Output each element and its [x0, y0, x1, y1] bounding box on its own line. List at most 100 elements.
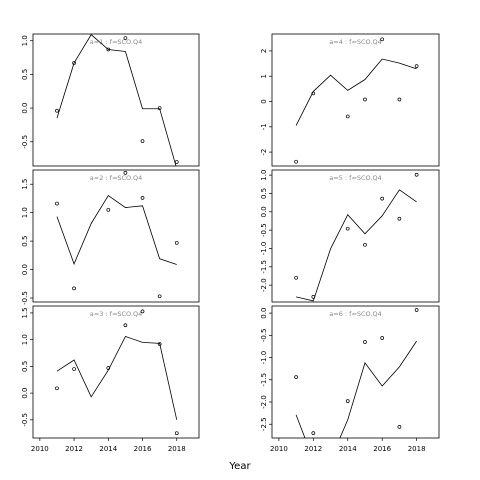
data-point — [294, 275, 298, 280]
y-tick-label: 1.0 — [21, 207, 29, 218]
fit-line — [296, 189, 417, 302]
y-tick-label: 0.0 — [260, 206, 268, 217]
panel-title: a=6 : f=SCO.Q4 — [329, 310, 381, 318]
data-point — [363, 340, 367, 344]
y-tick-label: 0.0 — [21, 103, 29, 114]
fit-line — [295, 340, 417, 438]
y-tick-label: -1.5 — [260, 373, 268, 387]
data-point — [294, 159, 298, 164]
x-tick-label: 2010 — [270, 445, 288, 453]
data-point — [55, 201, 59, 206]
data-point — [380, 196, 385, 201]
panel-title: a=1 : f=SCO.Q4 — [90, 38, 142, 46]
data-point — [363, 97, 367, 102]
data-point — [55, 386, 59, 391]
plot-area — [294, 37, 419, 164]
y-tick-label: -0.5 — [21, 135, 29, 149]
y-tick-label: -2.0 — [260, 278, 268, 292]
data-point — [414, 172, 419, 177]
data-point — [174, 431, 179, 436]
data-point — [157, 342, 162, 346]
plot-area — [294, 172, 419, 302]
data-point — [345, 226, 350, 231]
data-point — [123, 36, 128, 40]
data-point — [380, 336, 385, 340]
y-tick-label: 0.0 — [21, 388, 29, 399]
panel-title: a=2 : f=SCO.Q4 — [90, 174, 142, 182]
y-tick-label: 0 — [260, 99, 268, 103]
panel-title: a=4 : f=SCO.Q4 — [329, 38, 381, 46]
y-tick-label: -0.5 — [260, 328, 268, 342]
y-tick-label: 2 — [260, 49, 268, 53]
data-point — [414, 64, 419, 68]
data-point — [55, 108, 59, 113]
fit-line — [56, 34, 177, 166]
data-point — [311, 91, 316, 96]
data-point — [311, 295, 316, 299]
y-tick-label: 1.0 — [21, 334, 29, 345]
plot-area — [55, 170, 179, 299]
y-tick-label: 1.0 — [260, 170, 268, 181]
panel-frame — [32, 169, 200, 303]
data-point — [157, 106, 162, 110]
x-tick-label: 2018 — [168, 445, 186, 453]
y-tick-label: 1 — [260, 74, 268, 78]
y-tick-label: -2.0 — [260, 395, 268, 409]
x-tick-label: 2016 — [373, 445, 391, 453]
panel-frame — [271, 169, 440, 303]
fit-line — [56, 335, 178, 420]
data-point — [397, 425, 402, 429]
y-tick-label: -1.5 — [260, 260, 268, 274]
x-tick-label: 2012 — [304, 445, 322, 453]
data-point — [123, 170, 128, 175]
y-tick-label: 0.5 — [21, 361, 29, 372]
plot-area — [55, 309, 179, 436]
x-tick-label: 2010 — [31, 445, 49, 453]
plot-area — [294, 308, 419, 438]
panel-title: a=3 : f=SCO.Q4 — [90, 310, 142, 318]
x-tick-label: 2018 — [408, 445, 426, 453]
fit-line — [295, 58, 417, 126]
panel-title: a=5 : f=SCO.Q4 — [329, 174, 381, 182]
y-tick-label: -1.0 — [260, 351, 268, 365]
data-point — [345, 114, 350, 119]
x-tick-label: 2014 — [99, 445, 117, 453]
y-tick-label: -0.5 — [21, 291, 29, 305]
y-tick-label: 0.5 — [21, 236, 29, 247]
data-point — [311, 431, 316, 435]
y-tick-label: -1 — [260, 123, 268, 130]
y-tick-label: 0.5 — [260, 188, 268, 199]
panel-frame — [271, 33, 440, 167]
y-tick-label: -2 — [260, 149, 268, 156]
y-tick-label: 0.0 — [260, 308, 268, 319]
plot-area — [55, 34, 179, 166]
x-axis-label: Year — [228, 461, 251, 472]
data-point — [140, 196, 145, 200]
fit-line — [56, 195, 177, 265]
panel-frame — [271, 305, 440, 439]
data-point — [397, 97, 402, 102]
panel-frame — [32, 305, 200, 439]
data-point — [106, 47, 111, 52]
y-tick-label: -0.5 — [21, 413, 29, 427]
data-point — [174, 240, 179, 245]
x-tick-label: 2014 — [339, 445, 357, 453]
data-point — [72, 286, 76, 291]
y-tick-label: 1.0 — [21, 35, 29, 46]
data-point — [123, 323, 128, 328]
data-point — [106, 366, 111, 370]
data-point — [157, 294, 162, 299]
y-tick-label: 1.5 — [21, 179, 29, 190]
panel-frame — [32, 33, 200, 167]
data-point — [294, 375, 298, 379]
y-tick-label: 1.5 — [21, 307, 29, 318]
y-tick-label: -1.0 — [260, 242, 268, 256]
y-tick-label: -0.5 — [260, 223, 268, 237]
data-point — [140, 139, 145, 143]
y-tick-label: 0.5 — [21, 69, 29, 80]
data-point — [397, 216, 402, 221]
data-point — [345, 399, 350, 403]
data-point — [72, 61, 76, 65]
